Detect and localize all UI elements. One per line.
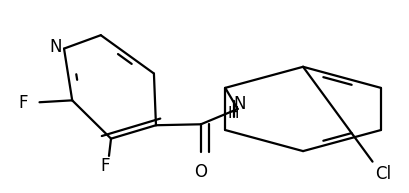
Text: N: N — [233, 95, 245, 113]
Text: Cl: Cl — [374, 165, 390, 183]
Text: F: F — [100, 157, 109, 175]
Text: F: F — [18, 94, 28, 112]
Text: N: N — [49, 38, 62, 56]
Text: H: H — [227, 106, 239, 121]
Text: O: O — [194, 163, 207, 181]
